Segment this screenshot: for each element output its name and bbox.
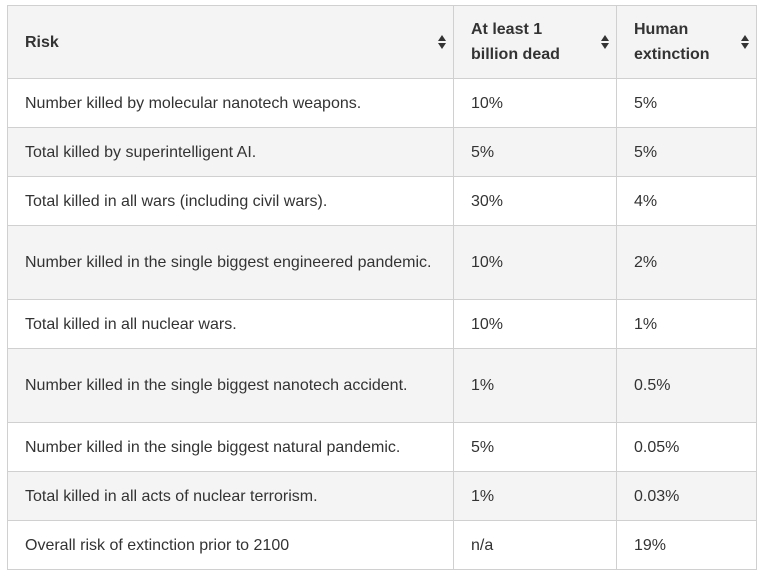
sort-icon[interactable]	[740, 33, 750, 51]
extinction-cell: 19%	[616, 520, 757, 570]
billion-dead-cell: 5%	[453, 422, 617, 472]
table-row: Number killed in the single biggest engi…	[7, 225, 757, 300]
billion-dead-cell: 10%	[453, 78, 617, 128]
billion-dead-cell: 1%	[453, 471, 617, 521]
sort-icon[interactable]	[437, 33, 447, 51]
risk-table: Risk At least 1 billion dead Human extin…	[7, 5, 757, 570]
billion-dead-cell: 10%	[453, 299, 617, 349]
table-row: Total killed in all acts of nuclear terr…	[7, 471, 757, 521]
extinction-cell: 2%	[616, 225, 757, 300]
table-row: Total killed in all wars (including civi…	[7, 176, 757, 226]
extinction-cell: 0.05%	[616, 422, 757, 472]
table-row: Number killed in the single biggest nano…	[7, 348, 757, 423]
risk-cell: Number killed by molecular nanotech weap…	[7, 78, 454, 128]
column-header-billion-dead[interactable]: At least 1 billion dead	[453, 5, 617, 79]
extinction-cell: 4%	[616, 176, 757, 226]
table-header-row: Risk At least 1 billion dead Human extin…	[7, 5, 757, 79]
billion-dead-cell: 1%	[453, 348, 617, 423]
risk-table-container: Risk At least 1 billion dead Human extin…	[7, 5, 757, 570]
extinction-cell: 5%	[616, 127, 757, 177]
risk-cell: Number killed in the single biggest engi…	[7, 225, 454, 300]
extinction-cell: 1%	[616, 299, 757, 349]
table-row: Number killed by molecular nanotech weap…	[7, 78, 757, 128]
billion-dead-cell: 10%	[453, 225, 617, 300]
column-header-risk[interactable]: Risk	[7, 5, 454, 79]
table-row: Total killed by superintelligent AI. 5% …	[7, 127, 757, 177]
risk-cell: Number killed in the single biggest natu…	[7, 422, 454, 472]
extinction-cell: 0.03%	[616, 471, 757, 521]
risk-cell: Number killed in the single biggest nano…	[7, 348, 454, 423]
column-header-label: Risk	[25, 33, 59, 51]
table-row: Number killed in the single biggest natu…	[7, 422, 757, 472]
billion-dead-cell: 30%	[453, 176, 617, 226]
table-row: Total killed in all nuclear wars. 10% 1%	[7, 299, 757, 349]
risk-cell: Total killed by superintelligent AI.	[7, 127, 454, 177]
sort-icon[interactable]	[600, 33, 610, 51]
billion-dead-cell: 5%	[453, 127, 617, 177]
extinction-cell: 0.5%	[616, 348, 757, 423]
risk-cell: Overall risk of extinction prior to 2100	[7, 520, 454, 570]
table-row: Overall risk of extinction prior to 2100…	[7, 520, 757, 570]
column-header-human-extinction[interactable]: Human extinction	[616, 5, 757, 79]
column-header-label: Human extinction	[634, 21, 710, 63]
extinction-cell: 5%	[616, 78, 757, 128]
risk-cell: Total killed in all wars (including civi…	[7, 176, 454, 226]
billion-dead-cell: n/a	[453, 520, 617, 570]
risk-cell: Total killed in all acts of nuclear terr…	[7, 471, 454, 521]
column-header-label: At least 1 billion dead	[471, 21, 560, 63]
risk-cell: Total killed in all nuclear wars.	[7, 299, 454, 349]
